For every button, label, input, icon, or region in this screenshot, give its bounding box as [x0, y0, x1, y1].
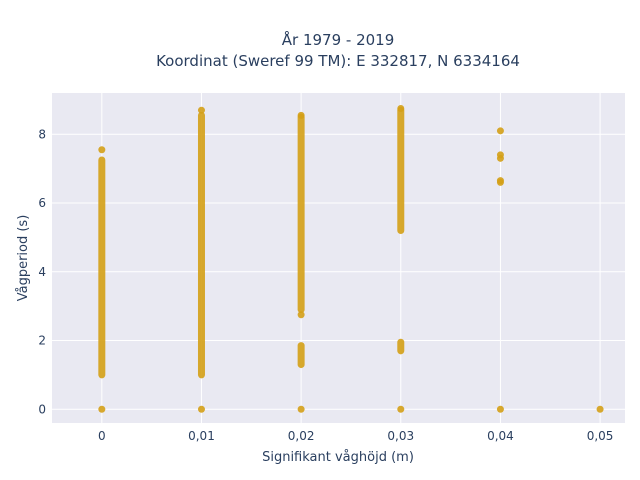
data-point: [297, 111, 305, 119]
data-point: [98, 405, 106, 413]
data-point: [297, 405, 305, 413]
data-point: [297, 311, 305, 319]
data-point: [397, 104, 405, 112]
y-tick-label: 6: [38, 196, 46, 210]
y-axis-title: Vågperiod (s): [16, 215, 31, 302]
y-tick-label: 4: [38, 265, 46, 279]
x-tick-label: 0: [98, 429, 106, 443]
x-tick-label: 0,05: [587, 429, 614, 443]
x-tick-label: 0,01: [188, 429, 215, 443]
data-point: [197, 405, 205, 413]
y-tick-label: 2: [38, 334, 46, 348]
data-point: [496, 405, 504, 413]
data-point: [496, 177, 504, 185]
chart-title-line2: Koordinat (Sweref 99 TM): E 332817, N 63…: [156, 52, 520, 70]
x-axis-title: Signifikant våghöjd (m): [262, 450, 414, 465]
chart-title-line1: År 1979 - 2019: [282, 30, 395, 49]
data-point: [496, 127, 504, 135]
data-point: [496, 151, 504, 159]
plot-area: [52, 93, 625, 423]
x-tick-label: 0,04: [487, 429, 514, 443]
tick-labels: 0 0,01 0,02 0,03 0,04 0,05 0 2 4 6 8: [38, 127, 613, 443]
data-point: [596, 405, 604, 413]
data-point: [197, 106, 205, 114]
data-point: [98, 146, 106, 154]
data-point: [397, 405, 405, 413]
y-tick-label: 8: [38, 127, 46, 141]
x-tick-label: 0,02: [288, 429, 315, 443]
y-tick-label: 0: [38, 402, 46, 416]
data-markers: [98, 104, 604, 413]
x-tick-label: 0,03: [387, 429, 414, 443]
